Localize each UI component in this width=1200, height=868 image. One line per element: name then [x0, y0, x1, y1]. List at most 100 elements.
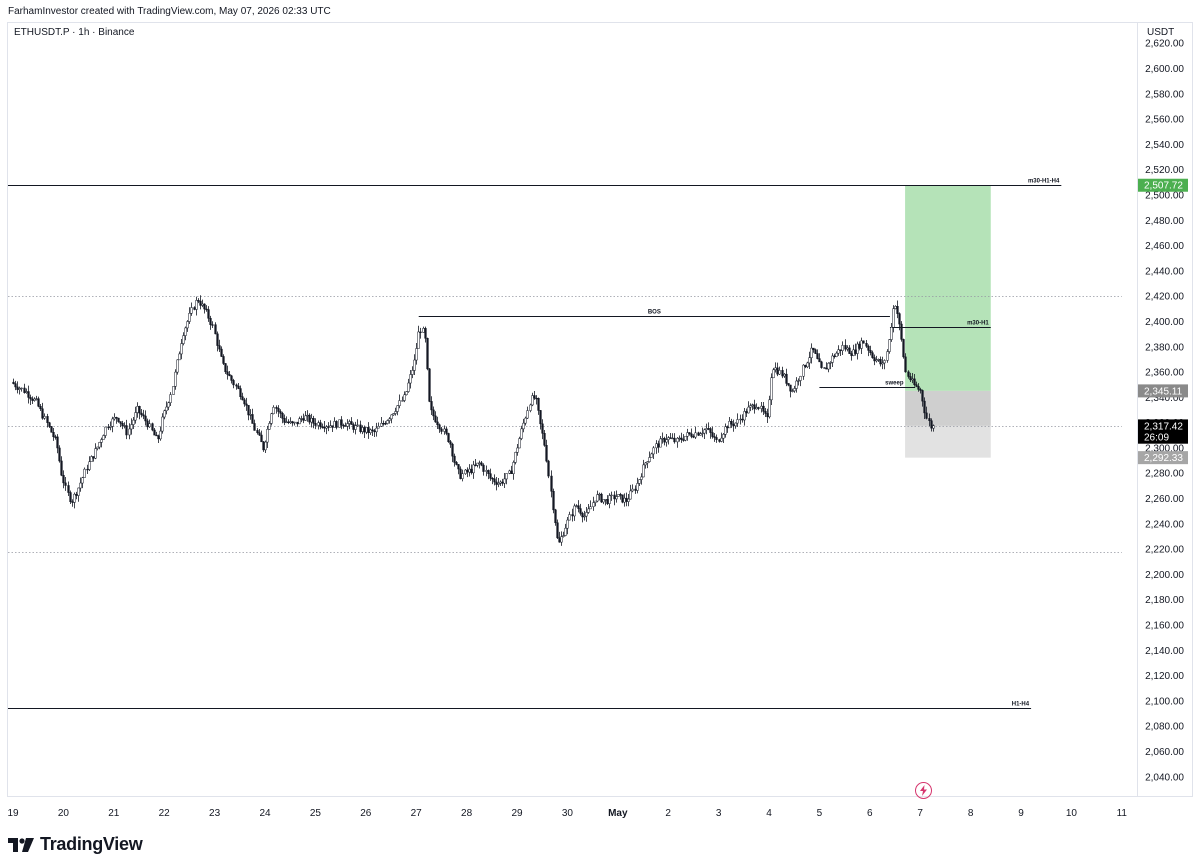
candle-body — [623, 497, 626, 503]
candle-body — [871, 352, 874, 358]
time-tick-label: 11 — [1117, 808, 1128, 819]
candle-body — [338, 419, 341, 428]
candle-body — [253, 423, 256, 431]
candle-body — [564, 527, 567, 536]
candle-body — [772, 369, 775, 379]
candle-body — [417, 331, 420, 349]
candle-body — [107, 426, 110, 429]
candle-body — [373, 430, 376, 433]
candle-body — [867, 345, 870, 351]
candle-body — [814, 349, 817, 354]
candle-body — [764, 411, 767, 414]
candle-body — [144, 415, 147, 422]
candle-body — [56, 436, 59, 449]
candle-body — [718, 439, 721, 442]
candle-body — [711, 432, 714, 437]
candle-body — [266, 429, 269, 443]
candle-body — [669, 437, 672, 439]
candle-body — [50, 426, 53, 433]
candle-body — [457, 464, 460, 470]
candle-body — [575, 505, 578, 507]
candle-body — [858, 343, 861, 349]
candle-body — [262, 441, 265, 451]
time-tick-label: 9 — [1018, 808, 1024, 819]
candle-body — [73, 493, 76, 503]
candle-body — [480, 462, 483, 466]
candle-body — [898, 313, 901, 325]
candle-body — [671, 437, 674, 440]
candle-body — [130, 424, 133, 430]
candle-body — [585, 512, 588, 517]
candle-body — [69, 492, 72, 502]
candle-body — [762, 405, 765, 412]
candle-body — [485, 470, 488, 472]
candle-body — [41, 408, 44, 419]
candle-body — [860, 340, 863, 349]
candle-body — [587, 508, 590, 513]
candle-body — [915, 384, 918, 387]
price-tick-label: 2,040.00 — [1145, 772, 1184, 783]
candle-body — [806, 362, 809, 368]
candle-body — [289, 421, 292, 423]
candle-body — [413, 359, 416, 371]
candle-body — [816, 353, 819, 359]
candle-body — [71, 501, 74, 503]
candle-body — [251, 414, 254, 424]
candle-body — [142, 414, 145, 417]
candle-body — [657, 443, 660, 448]
lightning-bolt-icon[interactable] — [915, 782, 932, 799]
time-tick-label: 26 — [360, 808, 372, 819]
candle-body — [487, 470, 490, 474]
candle-body — [94, 448, 97, 459]
brand-name: TradingView — [40, 834, 143, 854]
tradingview-logo-icon — [8, 837, 34, 852]
candle-body — [566, 519, 569, 529]
candle-body — [268, 423, 271, 430]
candle-body — [554, 509, 557, 524]
candle-body — [331, 425, 334, 428]
candle-body — [128, 428, 131, 436]
candle-body — [451, 443, 454, 457]
candle-body — [125, 425, 128, 436]
candle-body — [342, 424, 345, 427]
candle-body — [321, 426, 324, 428]
tradingview-logo[interactable]: TradingView — [8, 834, 143, 855]
candle-body — [526, 410, 529, 419]
candle-body — [302, 418, 305, 421]
candle-body — [235, 384, 238, 387]
symbol-label[interactable]: ETHUSDT.P · 1h · Binance — [14, 27, 135, 38]
candle-body — [178, 353, 181, 361]
currency-label[interactable]: USDT — [1147, 27, 1175, 38]
candle-body — [715, 437, 718, 440]
candle-body — [180, 343, 183, 355]
candle-body — [392, 413, 395, 416]
candle-body — [537, 398, 540, 411]
candle-body — [909, 376, 912, 381]
candle-body — [833, 355, 836, 358]
level-label: m30-H1-H4 — [1028, 179, 1060, 185]
candle-body — [778, 370, 781, 375]
candle-body — [808, 357, 811, 364]
candle-body — [176, 359, 179, 373]
candle-body — [707, 428, 710, 430]
candle-body — [663, 438, 666, 443]
candle-body — [388, 418, 391, 421]
candle-body — [724, 426, 727, 435]
candle-body — [398, 400, 401, 406]
candle-body — [512, 462, 515, 475]
candle-body — [789, 384, 792, 392]
candle-body — [482, 464, 485, 472]
candle-body — [573, 505, 576, 517]
candle-body — [930, 420, 933, 429]
candle-body — [848, 347, 851, 354]
candle-body — [264, 441, 267, 451]
candle-body — [98, 442, 101, 448]
candle-body — [96, 446, 99, 449]
candle-body — [514, 452, 517, 463]
candle-body — [119, 421, 122, 424]
candle-body — [419, 331, 422, 333]
candle-body — [568, 514, 571, 521]
time-tick-label: 29 — [511, 808, 523, 819]
candle-body — [272, 407, 275, 415]
